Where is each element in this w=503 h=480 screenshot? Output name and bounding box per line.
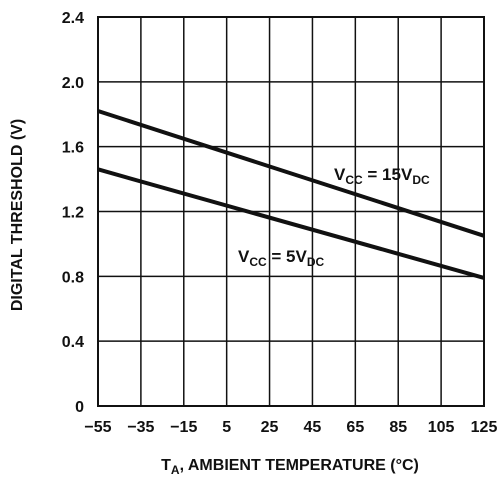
series-line-1 (97, 167, 485, 280)
x-tick-label: 105 (428, 419, 455, 436)
y-tick-label: 0.4 (62, 334, 84, 351)
x-tick-label: 65 (346, 419, 364, 436)
x-tick-label: −35 (127, 419, 154, 436)
x-axis-label: TA, AMBIENT TEMPERATURE (°C) (161, 457, 419, 477)
y-tick-label: 1.2 (62, 205, 84, 222)
x-tick-label: 125 (471, 419, 498, 436)
y-tick-label: 2.4 (62, 10, 84, 27)
grid (97, 16, 485, 407)
plot-frame (97, 16, 485, 407)
y-axis-label: DIGITAL THRESHOLD (V) (9, 119, 26, 311)
x-tick-label: 25 (261, 419, 279, 436)
y-tick-label: 2.0 (62, 75, 84, 92)
series-label-15v: VCC = 15VDC (334, 165, 430, 187)
x-tick-label: 45 (304, 419, 322, 436)
x-tick-label: −55 (84, 419, 111, 436)
y-tick-labels: 0 0.4 0.8 1.2 1.6 2.0 2.4 (62, 10, 84, 416)
x-tick-labels: −55 −35 −15 5 25 45 65 85 105 125 (84, 419, 497, 436)
series-lines (97, 109, 485, 280)
y-tick-label: 0.8 (62, 269, 84, 286)
x-tick-label: −15 (170, 419, 197, 436)
series-line-0 (97, 109, 485, 238)
x-tick-label: 85 (389, 419, 407, 436)
y-tick-label: 1.6 (62, 140, 84, 157)
y-tick-label: 0 (75, 399, 84, 416)
series-label-5v: VCC = 5VDC (238, 247, 325, 269)
x-tick-label: 5 (222, 419, 231, 436)
